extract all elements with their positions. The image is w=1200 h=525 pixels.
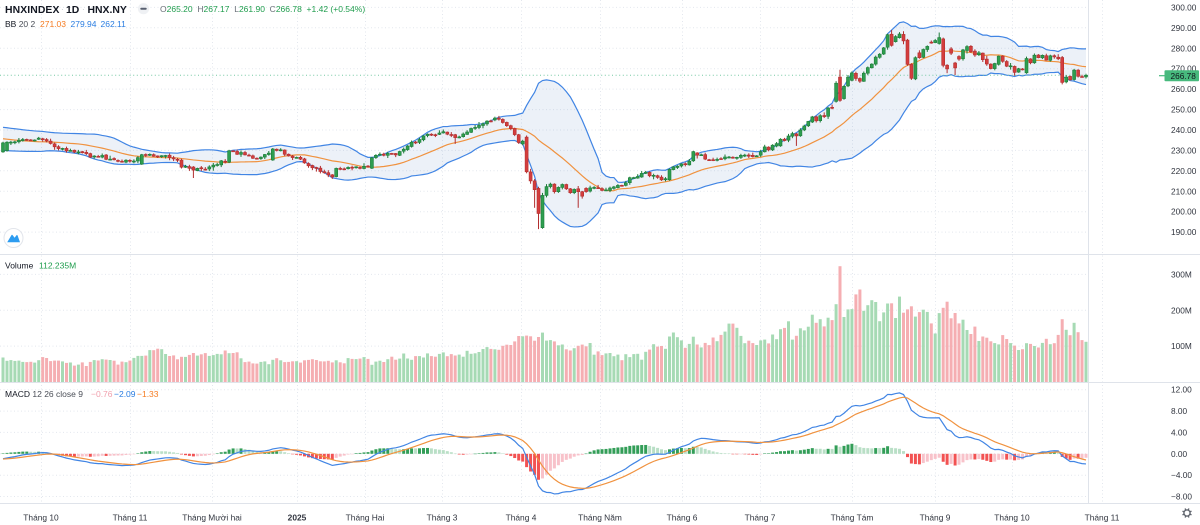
svg-text:·: · (82, 5, 85, 14)
svg-text:Tháng 10: Tháng 10 (994, 513, 1030, 523)
svg-text:Tháng Tám: Tháng Tám (831, 513, 874, 523)
svg-text:−4.00: −4.00 (1171, 470, 1192, 480)
svg-text:HNXINDEX: HNXINDEX (5, 5, 60, 16)
svg-text:Tháng 6: Tháng 6 (667, 513, 698, 523)
svg-text:12.00: 12.00 (1171, 385, 1192, 395)
svg-text:260.00: 260.00 (1171, 84, 1197, 94)
svg-text:1D: 1D (66, 5, 80, 16)
svg-text:2025: 2025 (288, 513, 307, 523)
svg-text:8.00: 8.00 (1171, 406, 1188, 416)
svg-text:Tháng Năm: Tháng Năm (578, 513, 622, 523)
svg-text:220.00: 220.00 (1171, 166, 1197, 176)
svg-text:HNX.NY: HNX.NY (88, 5, 127, 16)
svg-text:230.00: 230.00 (1171, 145, 1197, 155)
svg-text:270.00: 270.00 (1171, 64, 1197, 74)
svg-text:200M: 200M (1171, 305, 1192, 315)
svg-text:Tháng 11: Tháng 11 (1085, 513, 1120, 523)
svg-text:100M: 100M (1171, 341, 1192, 351)
svg-text:Tháng 7: Tháng 7 (745, 513, 776, 523)
svg-text:300M: 300M (1171, 269, 1192, 279)
svg-text:250.00: 250.00 (1171, 105, 1197, 115)
svg-text:Tháng 9: Tháng 9 (920, 513, 951, 523)
svg-text:Tháng 10: Tháng 10 (23, 513, 59, 523)
svg-text:280.00: 280.00 (1171, 43, 1197, 53)
svg-text:·: · (61, 5, 64, 14)
svg-text:210.00: 210.00 (1171, 186, 1197, 196)
svg-text:290.00: 290.00 (1171, 23, 1197, 33)
svg-text:266.78: 266.78 (1171, 71, 1197, 81)
svg-text:Tháng Mười hai: Tháng Mười hai (182, 513, 242, 523)
svg-text:Tháng 3: Tháng 3 (427, 513, 458, 523)
svg-text:Tháng 11: Tháng 11 (113, 513, 148, 523)
svg-text:300.00: 300.00 (1171, 2, 1197, 12)
svg-text:Tháng Hai: Tháng Hai (346, 513, 385, 523)
svg-text:240.00: 240.00 (1171, 125, 1197, 135)
svg-text:190.00: 190.00 (1171, 227, 1197, 237)
svg-text:MACD 12 26 close 9−0.76−2.09−1: MACD 12 26 close 9 −0.76−2.09−1.33 (5, 389, 159, 399)
svg-text:O265.20 H267.17 L261.90 C26: O265.20 H267.17 L261.90 C266.78 +1.42 (+… (160, 4, 365, 14)
svg-text:Tháng 4: Tháng 4 (506, 513, 537, 523)
svg-text:200.00: 200.00 (1171, 207, 1197, 217)
svg-text:0.00: 0.00 (1171, 449, 1188, 459)
svg-text:−8.00: −8.00 (1171, 492, 1192, 502)
svg-text:4.00: 4.00 (1171, 427, 1188, 437)
